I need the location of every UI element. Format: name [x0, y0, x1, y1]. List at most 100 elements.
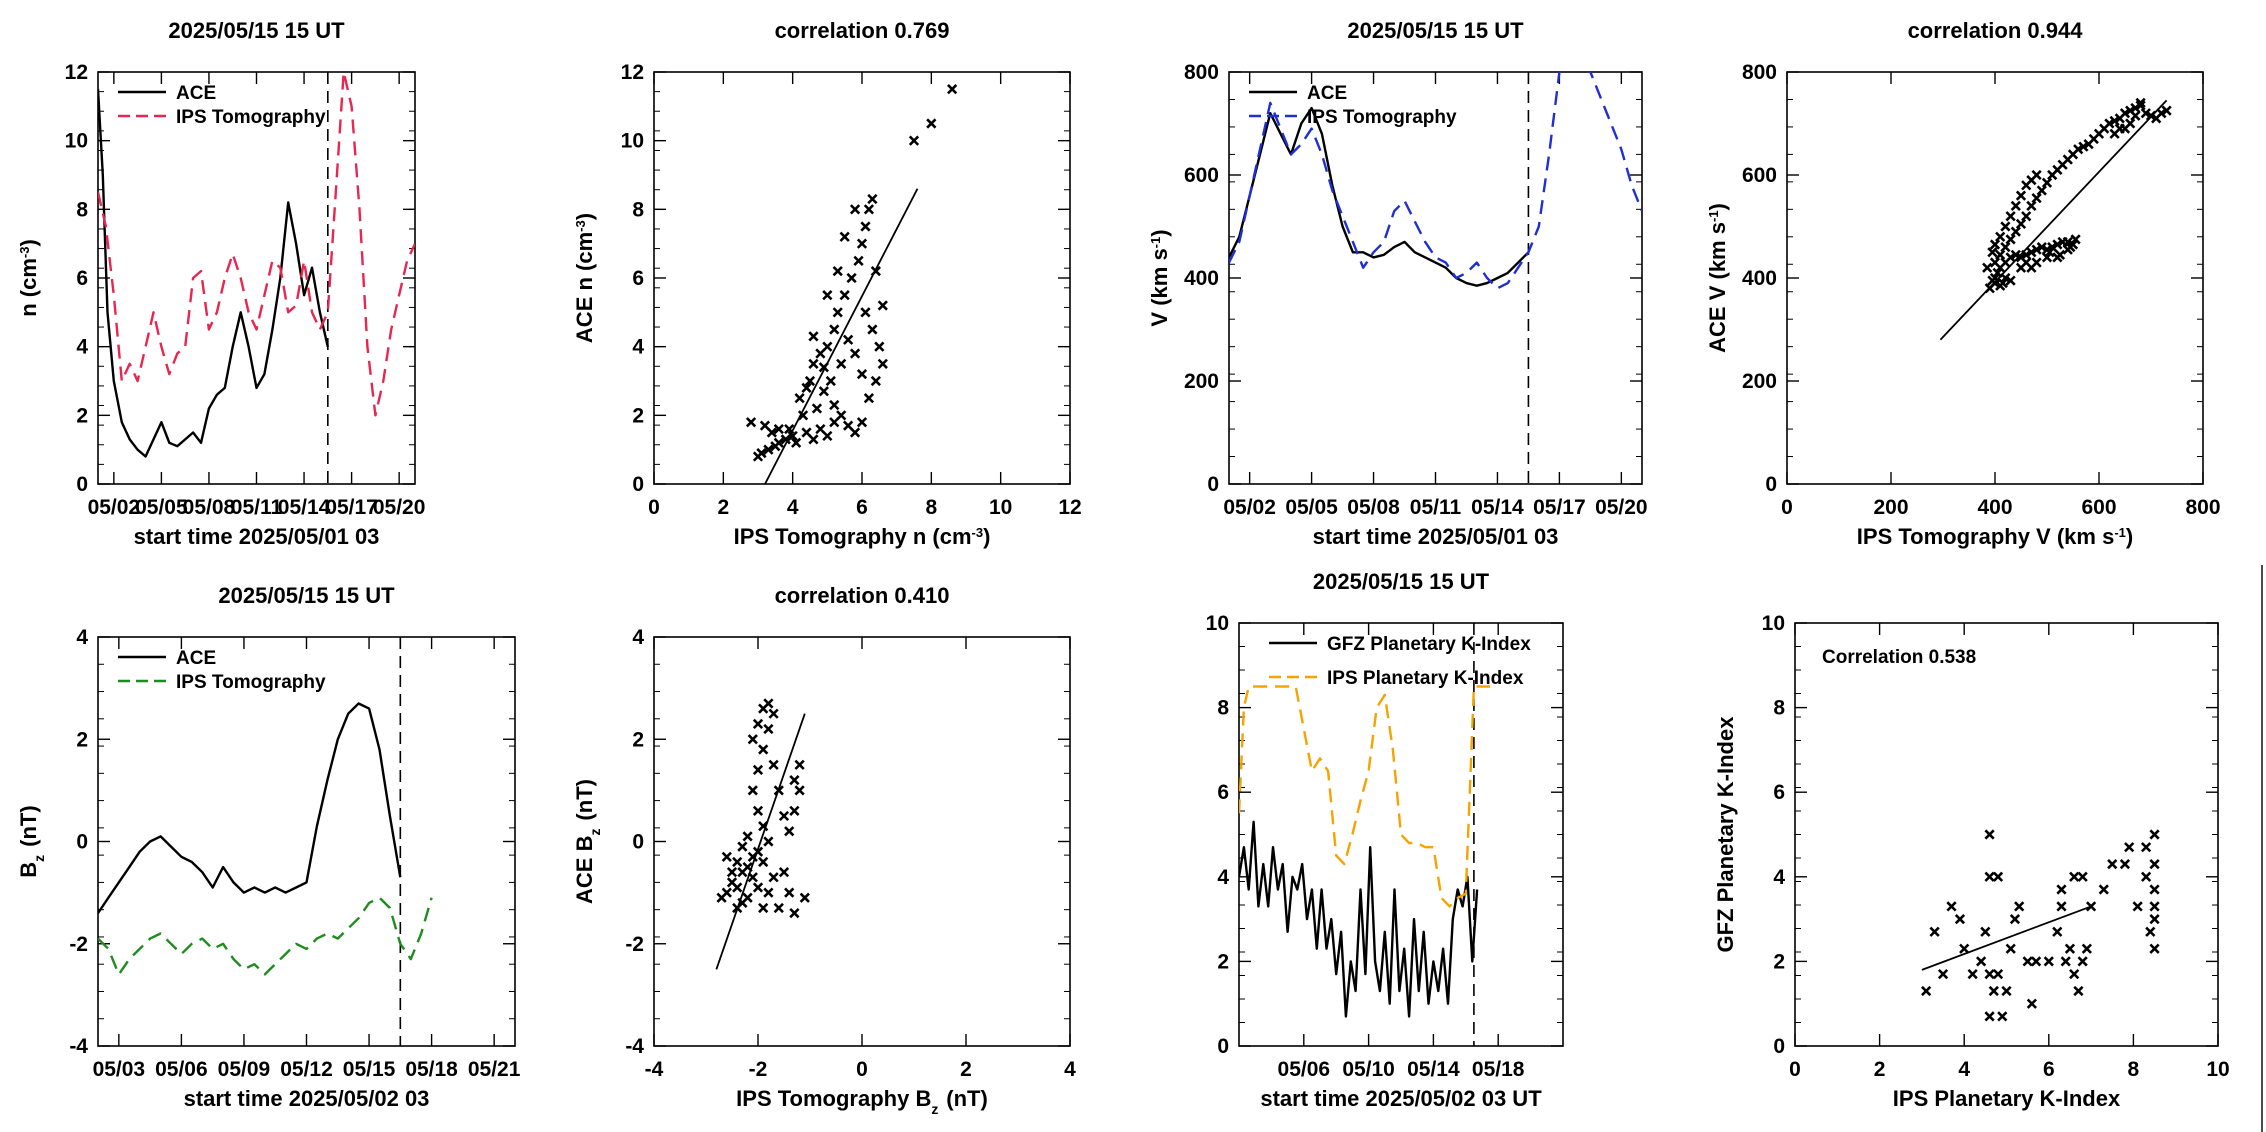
y-tick-label: 0: [632, 831, 644, 854]
scatter-point: [758, 744, 769, 755]
scatter-point: [752, 718, 764, 730]
y-tick-label: 8: [632, 198, 644, 221]
scatter-point: [794, 785, 805, 796]
chart-panel-3: 2025/05/15 15 UT 05/02 05/05 05/08 05/11 05/1…: [1147, 18, 1648, 549]
y-tick-label: 0: [632, 473, 644, 496]
y-tick-label: 12: [65, 61, 88, 84]
x-tick-label: 800: [2185, 496, 2220, 519]
y-tick-label: 600: [1184, 164, 1219, 187]
scatter-point: [860, 221, 871, 232]
scatter-point: [2052, 239, 2063, 250]
scatter-point: [2021, 211, 2032, 222]
scatter-point: [2022, 956, 2033, 967]
scatter-point: [856, 417, 868, 428]
scatter-point: [2069, 871, 2080, 882]
scatter-point: [768, 708, 779, 719]
scatter-point: [768, 872, 779, 883]
scatter-point: [2000, 241, 2011, 253]
scatter-point: [832, 266, 843, 277]
x-axis-label: IPS Tomography Bz (nT): [736, 1086, 988, 1117]
scatter-point: [2036, 185, 2047, 196]
scatter-point: [2005, 275, 2016, 286]
chart-title: correlation 0.944: [1908, 18, 2084, 43]
scatter-point: [732, 856, 743, 868]
scatter-point: [2014, 901, 2025, 912]
scatter-point: [2021, 249, 2032, 260]
scatter-point: [2140, 108, 2151, 119]
scatter-point: [2026, 200, 2037, 212]
scatter-point: [870, 266, 881, 277]
y-tick-label: 2: [1773, 950, 1785, 973]
scatter-point: [2145, 926, 2156, 937]
series-line-2: [98, 72, 415, 417]
scatter-point: [849, 204, 861, 215]
x-axis-label: IPS Planetary K-Index: [1893, 1086, 2121, 1111]
scatter-point: [778, 867, 790, 878]
legend-label: IPS Tomography: [176, 107, 326, 128]
legend-label: IPS Tomography: [176, 672, 326, 693]
scatter-point: [1929, 926, 1940, 937]
scatter-point: [822, 290, 833, 301]
scatter-point: [808, 434, 819, 445]
scatter-point: [763, 723, 774, 735]
y-tick-label: 4: [1773, 866, 1785, 889]
scatter-point: [2010, 249, 2021, 260]
scatter-point: [1984, 1011, 1995, 1022]
scatter-point: [832, 307, 843, 318]
scatter-point: [742, 831, 753, 842]
y-tick-label: 0: [1217, 1035, 1229, 1058]
chart-panel-2: correlation 0.769 0 2 4 6 8 10 12 0 2 4 6 8 10 12 IPS T…: [572, 18, 1082, 549]
scatter-point: [784, 423, 795, 435]
scatter-point: [1989, 257, 2001, 268]
x-tick-label: 4: [787, 496, 799, 519]
chart-title: 2025/05/15 15 UT: [1313, 569, 1490, 594]
scatter-point: [2124, 842, 2135, 853]
scatter-point: [787, 430, 798, 442]
chart-panel-7: 2025/05/15 15 UT 05/06 05/10 05/14 05/18 0 2 4 6…: [1206, 569, 1564, 1111]
scatter-point: [867, 193, 878, 205]
scatter-point: [1988, 985, 1999, 997]
y-tick-label: -2: [69, 933, 88, 956]
scatter-point: [2156, 108, 2167, 119]
scatter-point: [2077, 956, 2088, 967]
scatter-point: [794, 393, 805, 404]
scatter-point: [773, 902, 784, 914]
x-tick-label: 05/05: [1285, 496, 1338, 519]
y-tick-label: 4: [632, 626, 644, 649]
x-tick-label: 6: [2043, 1058, 2055, 1081]
scatter-point: [2149, 943, 2160, 954]
scatter-point: [2036, 241, 2047, 253]
x-tick-label: 05/20: [1595, 496, 1648, 519]
series-line-1: [98, 702, 402, 914]
scatter-point: [2078, 141, 2089, 152]
series-line-2: [1239, 685, 1491, 908]
x-tick-label: 05/12: [280, 1058, 333, 1081]
scatter-point: [2009, 913, 2021, 925]
chart-panel-1: 2025/05/15 15 UT05/0205/0505/0805/1105/1…: [16, 18, 425, 549]
scatter-point: [716, 892, 727, 903]
x-tick-label: 05/09: [218, 1058, 271, 1081]
scatter-point: [2135, 97, 2146, 109]
scatter-point: [874, 341, 885, 352]
scatter-point: [2130, 110, 2141, 121]
scatter-point: [2149, 829, 2160, 840]
scatter-point: [2149, 884, 2160, 895]
scatter-point: [808, 358, 819, 369]
scatter-point: [2056, 884, 2067, 895]
y-tick-label: 800: [1184, 61, 1219, 84]
y-tick-label: -4: [69, 1035, 88, 1058]
scatter-point: [860, 307, 871, 318]
scatter-point: [2119, 108, 2131, 119]
scatter-point: [752, 882, 764, 893]
scatter-point: [758, 902, 769, 914]
y-tick-label: 0: [1773, 1035, 1785, 1058]
y-axis-label: ACE V (km s-1): [1705, 203, 1730, 353]
scatter-point: [737, 841, 748, 852]
scatter-point: [822, 341, 833, 352]
scatter-point: [1946, 901, 1957, 912]
scatter-point: [794, 759, 805, 770]
scatter-point: [2043, 956, 2054, 967]
chart-title: correlation 0.769: [775, 18, 950, 43]
scatter-point: [784, 826, 795, 837]
scatter-point: [2005, 943, 2016, 954]
